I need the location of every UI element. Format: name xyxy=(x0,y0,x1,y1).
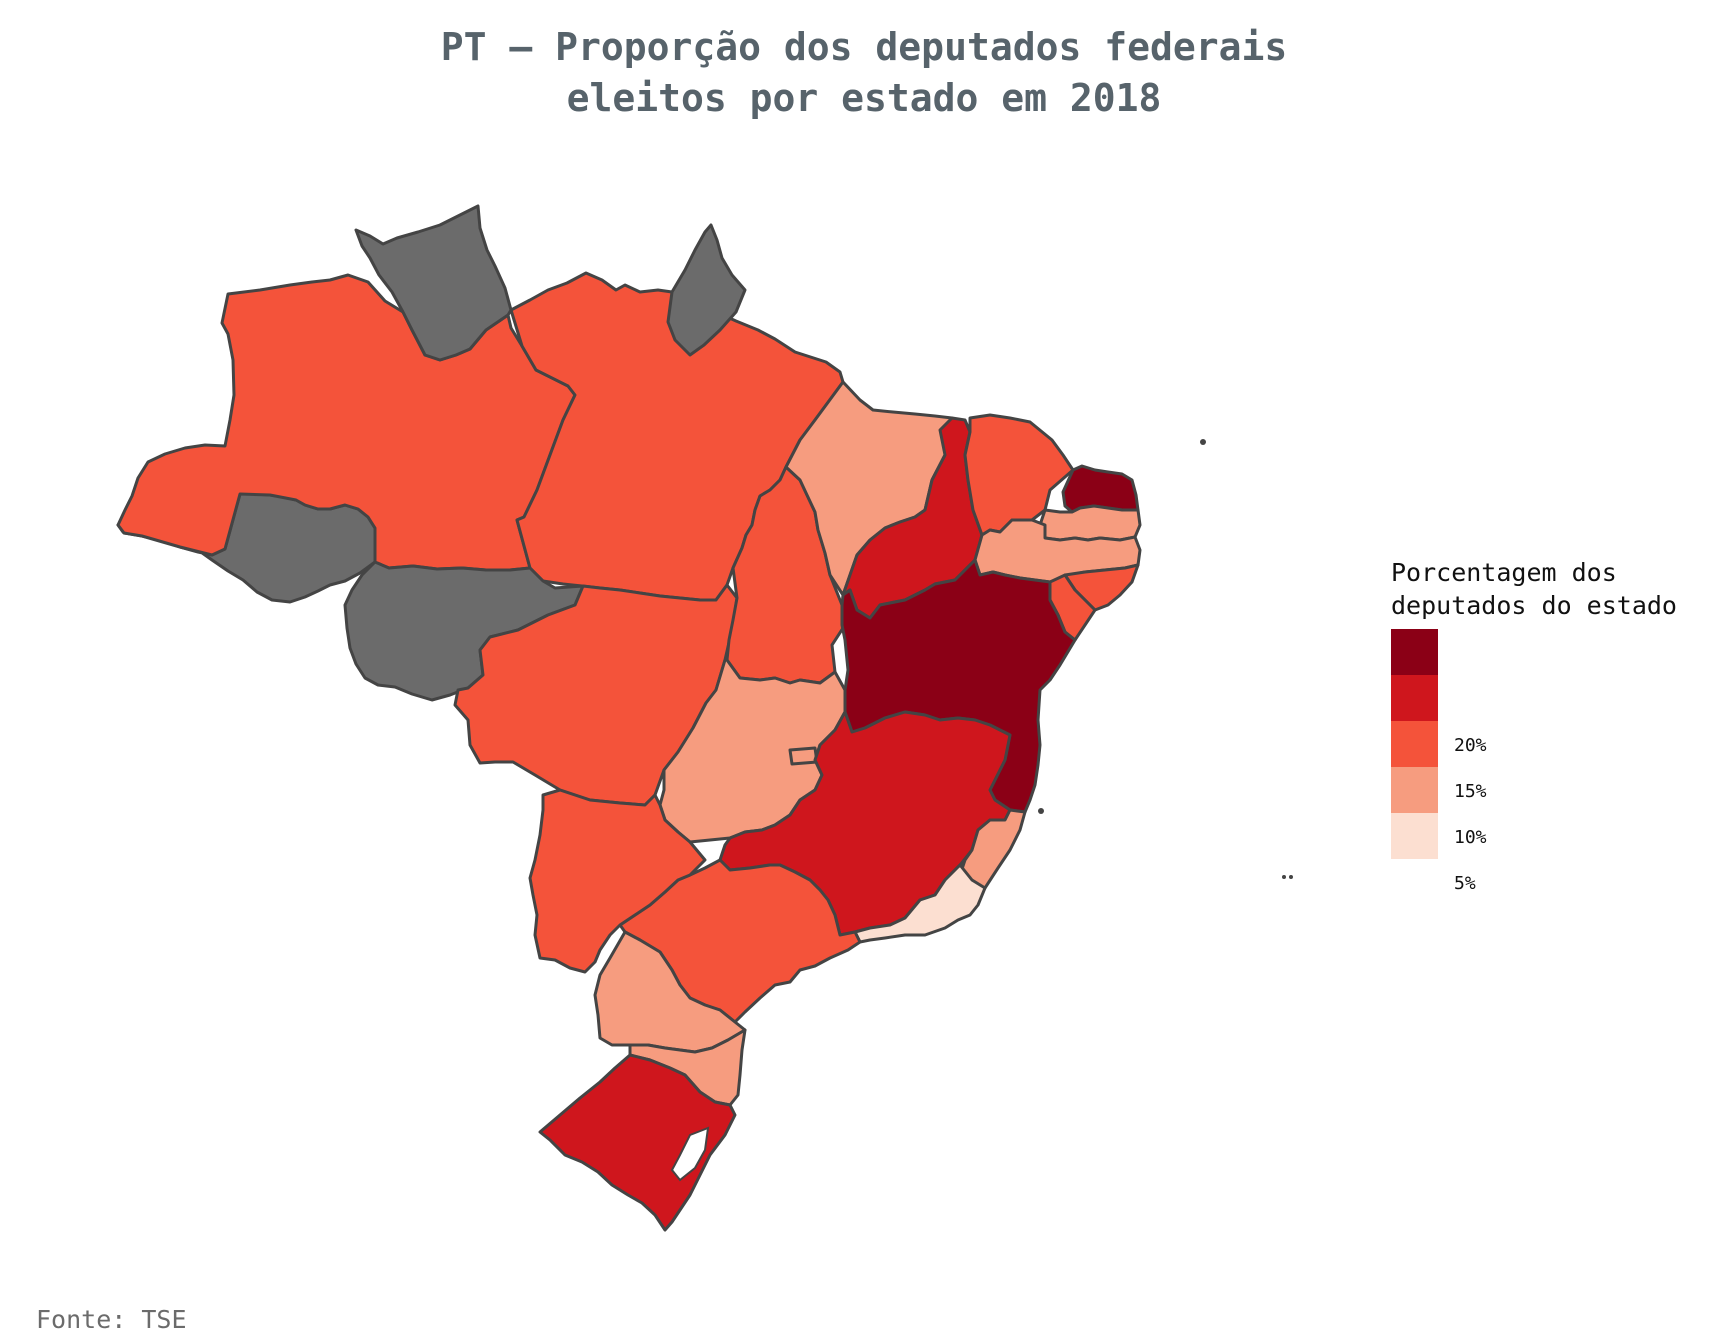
source-note: Fonte: TSE xyxy=(36,1305,187,1334)
state-rs xyxy=(538,1053,737,1232)
legend-tick-10: 10% xyxy=(1454,827,1487,848)
legend-tick-5: 5% xyxy=(1454,873,1476,894)
legend: Porcentagem dos deputados do estado 20% … xyxy=(1391,556,1677,893)
island-fernando-de-noronha xyxy=(1200,439,1206,445)
legend-tick-15: 15% xyxy=(1454,781,1487,802)
state-pb xyxy=(1038,504,1142,542)
map-title: PT – Proporção dos deputados federais el… xyxy=(0,22,1728,124)
island-abrolhos xyxy=(1038,808,1044,814)
state-ms xyxy=(528,788,707,974)
legend-swatch-5-10 xyxy=(1391,767,1438,813)
lagoa-dos-patos xyxy=(670,1126,710,1182)
island-martim-vaz xyxy=(1289,875,1293,879)
state-rr xyxy=(354,204,513,362)
state-rn xyxy=(1061,464,1140,514)
legend-swatch-below-5 xyxy=(1391,813,1438,859)
state-ap xyxy=(666,223,747,357)
island-trindade xyxy=(1282,875,1286,879)
title-line-1: PT – Proporção dos deputados federais xyxy=(440,25,1288,69)
legend-swatch-10-15 xyxy=(1391,721,1438,767)
state-rj xyxy=(853,863,987,944)
title-line-2: eleitos por estado em 2018 xyxy=(566,76,1162,120)
legend-title: Porcentagem dos deputados do estado xyxy=(1391,558,1677,620)
state-df xyxy=(788,746,819,766)
legend-swatch-15-20 xyxy=(1391,675,1438,721)
legend-tick-20: 20% xyxy=(1454,735,1487,756)
legend-swatch-above-20 xyxy=(1391,629,1438,675)
legend-color-bar: 20% 15% 10% 5% xyxy=(1391,629,1487,893)
